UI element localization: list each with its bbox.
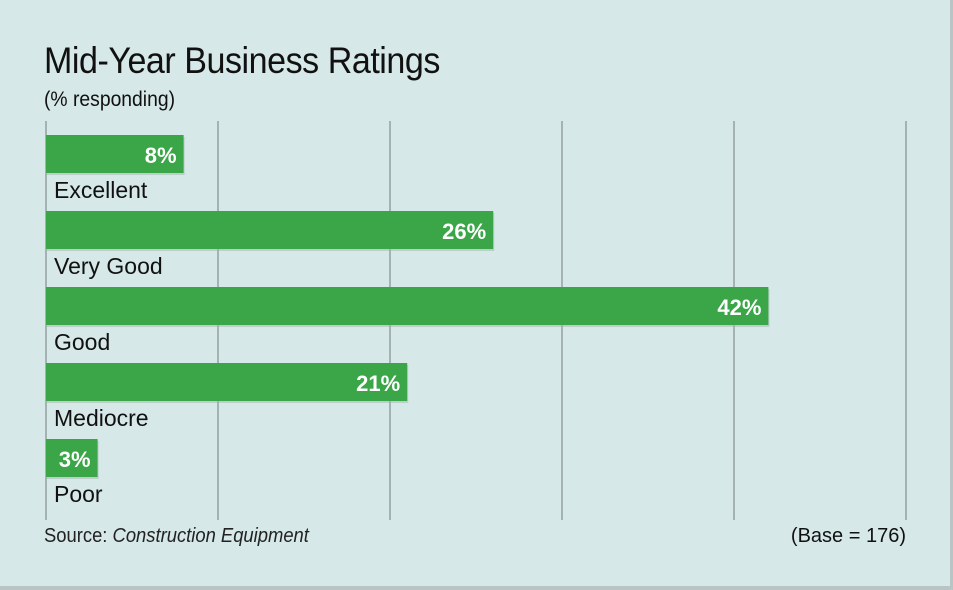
data-label: 26% bbox=[442, 219, 486, 244]
data-label: 42% bbox=[717, 295, 761, 320]
category-label: Poor bbox=[54, 481, 103, 507]
source-name: Construction Equipment bbox=[112, 525, 309, 547]
bar bbox=[46, 363, 408, 401]
bar bbox=[46, 287, 769, 325]
base-note: (Base = 176) bbox=[790, 525, 906, 547]
chart-title: Mid-Year Business Ratings bbox=[44, 40, 440, 81]
bar bbox=[46, 439, 98, 477]
bar bbox=[46, 135, 184, 173]
category-label: Good bbox=[54, 329, 110, 355]
category-label: Very Good bbox=[54, 253, 163, 279]
bar bbox=[46, 211, 494, 249]
source-note: Source: Construction Equipment bbox=[44, 525, 309, 548]
category-label: Excellent bbox=[54, 177, 148, 203]
category-label: Mediocre bbox=[54, 405, 149, 431]
chart-subtitle: (% responding) bbox=[44, 88, 176, 111]
data-label: 3% bbox=[59, 447, 91, 472]
source-label: Source: bbox=[44, 525, 113, 547]
data-label: 8% bbox=[145, 143, 177, 168]
data-label: 21% bbox=[356, 371, 400, 396]
